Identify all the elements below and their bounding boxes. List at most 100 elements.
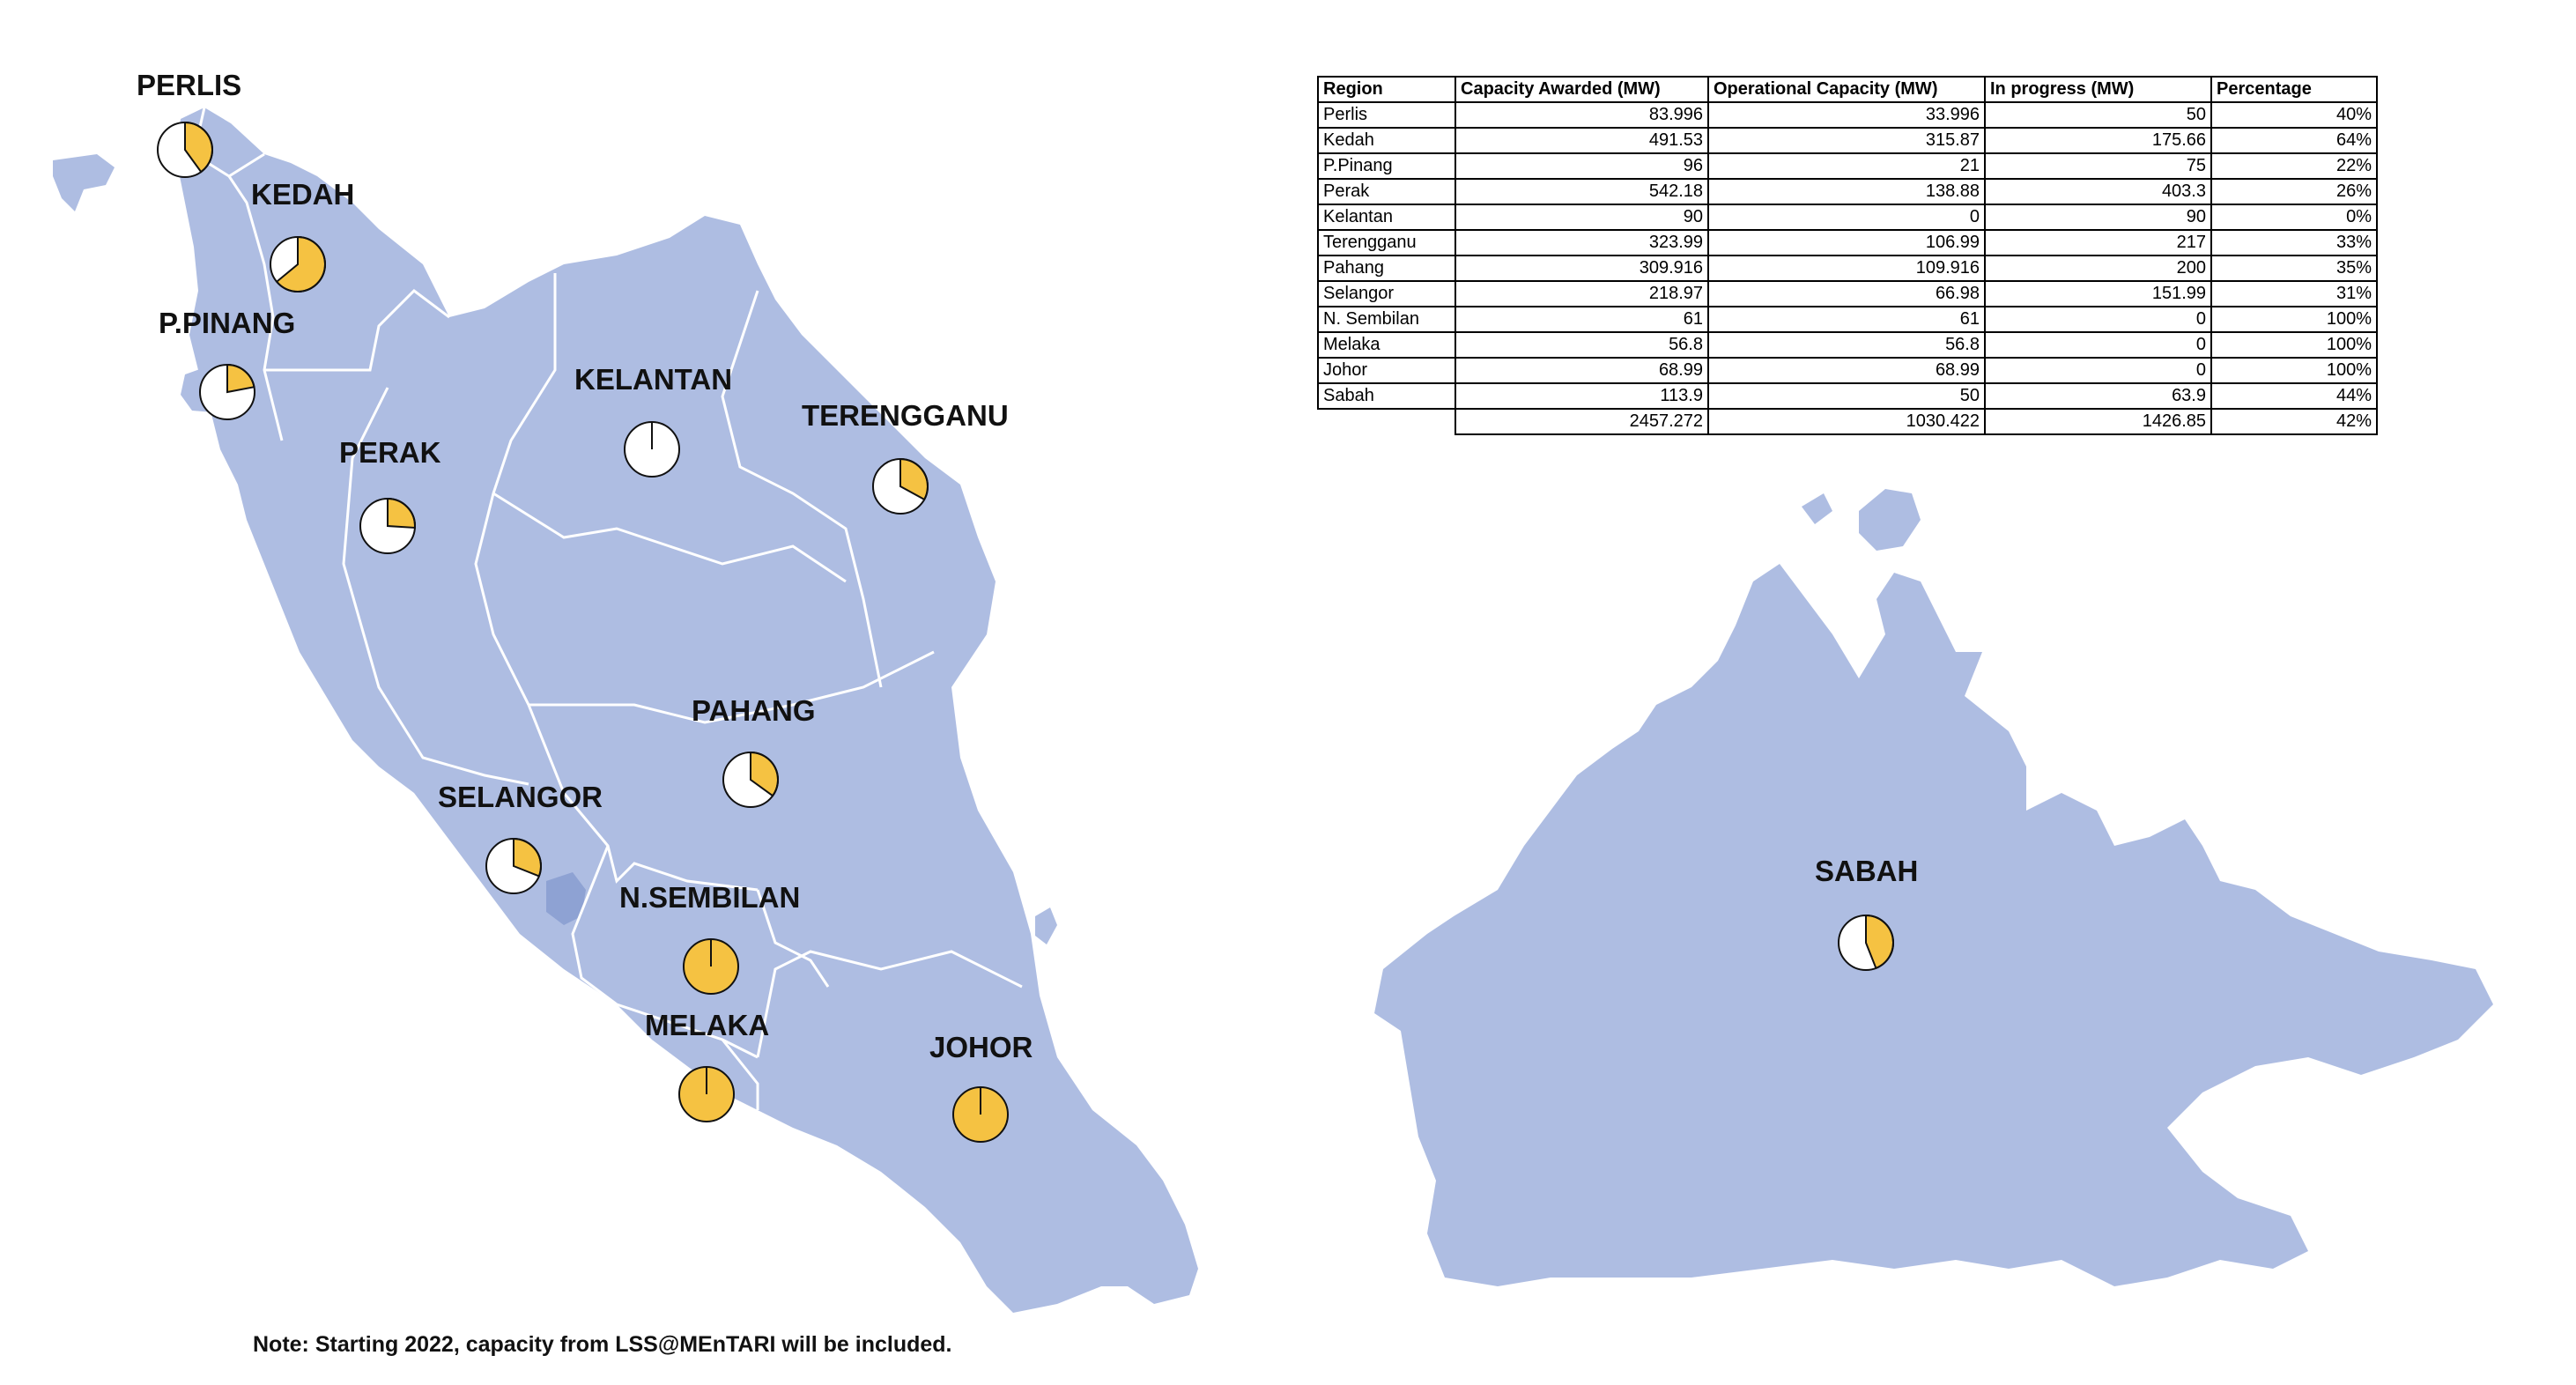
- table-cell: 35%: [2210, 255, 2378, 282]
- header-percentage: Percentage: [2210, 76, 2378, 103]
- region-pie: [678, 1066, 735, 1122]
- table-cell: 83.996: [1455, 101, 1709, 129]
- tioman-island: [1035, 907, 1057, 944]
- pie-outline: [359, 498, 416, 554]
- table-cell: 0: [1984, 331, 2212, 359]
- header-region: Region: [1317, 76, 1456, 103]
- table-cell: 56.8: [1455, 331, 1709, 359]
- region-label: PERLIS: [137, 69, 241, 101]
- pie-outline: [270, 236, 326, 293]
- table-cell: 96: [1455, 152, 1709, 180]
- table-cell: Perlis: [1317, 101, 1456, 129]
- table-cell: 309.916: [1455, 255, 1709, 282]
- table-cell: 0: [1707, 204, 1986, 231]
- region-label: SELANGOR: [438, 781, 603, 813]
- langkawi-island: [53, 154, 115, 211]
- capacity-table: Region Capacity Awarded (MW) Operational…: [1317, 76, 2378, 435]
- table-cell: Melaka: [1317, 331, 1456, 359]
- table-row: Kedah 491.53 315.87 175.66 64%: [1317, 127, 2378, 154]
- region-label: MELAKA: [645, 1009, 769, 1041]
- table-cell: Johor: [1317, 357, 1456, 384]
- pie-outline: [872, 458, 929, 515]
- region-label: SABAH: [1815, 855, 1918, 887]
- table-cell: 66.98: [1707, 280, 1986, 307]
- table-cell: 63.9: [1984, 382, 2212, 410]
- region-label: N.SEMBILAN: [619, 881, 800, 914]
- table-total-row: 2457.272 1030.422 1426.85 42%: [1318, 408, 2378, 435]
- table-total-cell: 2457.272: [1455, 408, 1709, 435]
- region-pie: [722, 751, 779, 808]
- table-row: Kelantan 90 0 90 0%: [1317, 204, 2378, 231]
- table-total-cell: 1426.85: [1984, 408, 2212, 435]
- table-cell: 175.66: [1984, 127, 2212, 154]
- region-pie: [157, 121, 213, 178]
- table-cell: 113.9: [1455, 382, 1709, 410]
- table-total-cell: 42%: [2210, 408, 2378, 435]
- table-cell: 200: [1984, 255, 2212, 282]
- header-in-progress: In progress (MW): [1984, 76, 2212, 103]
- sabah-land: [1374, 564, 2493, 1286]
- table-cell: 50: [1707, 382, 1986, 410]
- table-cell: 75: [1984, 152, 2212, 180]
- table-cell: 323.99: [1455, 229, 1709, 256]
- table-cell: 100%: [2210, 357, 2378, 384]
- table-cell: Kelantan: [1317, 204, 1456, 231]
- table-cell: 40%: [2210, 101, 2378, 129]
- region-pie: [359, 497, 416, 554]
- table-cell: 33%: [2210, 229, 2378, 256]
- table-row: Johor 68.99 68.99 0 100%: [1317, 357, 2378, 384]
- table-cell: 31%: [2210, 280, 2378, 307]
- table-header-row: Region Capacity Awarded (MW) Operational…: [1317, 76, 2378, 103]
- table-cell: 138.88: [1707, 178, 1986, 205]
- table-cell: Perak: [1317, 178, 1456, 205]
- table-cell: 0: [1984, 357, 2212, 384]
- region-pie: [952, 1086, 1009, 1143]
- table-row: P.Pinang 96 21 75 22%: [1317, 152, 2378, 180]
- table-cell: 100%: [2210, 331, 2378, 359]
- region-pie: [485, 837, 542, 894]
- table-cell: 56.8: [1707, 331, 1986, 359]
- pie-outline: [624, 421, 680, 478]
- header-capacity-awarded: Capacity Awarded (MW): [1455, 76, 1709, 103]
- table-cell: 61: [1707, 306, 1986, 333]
- table-cell: 90: [1984, 204, 2212, 231]
- table-row: Sabah 113.9 50 63.9 44%: [1317, 382, 2378, 410]
- table-cell: 100%: [2210, 306, 2378, 333]
- table-cell: Pahang: [1317, 255, 1456, 282]
- table-cell: Terengganu: [1317, 229, 1456, 256]
- table-row: Perak 542.18 138.88 403.3 26%: [1317, 178, 2378, 205]
- pie-outline: [952, 1086, 1009, 1143]
- table-cell: 64%: [2210, 127, 2378, 154]
- kuala-lumpur-area: [546, 872, 586, 925]
- pie-outline: [1838, 915, 1894, 971]
- pie-outline: [683, 938, 739, 995]
- region-pie: [624, 421, 680, 478]
- state-borders: [192, 107, 1023, 1110]
- region-pie: [1838, 914, 1894, 971]
- table-row: Pahang 309.916 109.916 200 35%: [1317, 255, 2378, 282]
- table-cell: N. Sembilan: [1317, 306, 1456, 333]
- table-cell: 44%: [2210, 382, 2378, 410]
- footnote: Note: Starting 2022, capacity from LSS@M…: [253, 1332, 952, 1357]
- table-cell: 50: [1984, 101, 2212, 129]
- region-label: TERENGGANU: [802, 399, 1009, 432]
- region-pie: [683, 938, 739, 995]
- region-label: KEDAH: [251, 178, 354, 211]
- table-cell: Kedah: [1317, 127, 1456, 154]
- region-label: JOHOR: [929, 1031, 1033, 1063]
- table-cell: Sabah: [1317, 382, 1456, 410]
- table-cell: 68.99: [1455, 357, 1709, 384]
- pie-outline: [199, 364, 255, 420]
- balambangan-island: [1802, 493, 1832, 524]
- table-cell: 0: [1984, 306, 2212, 333]
- region-pie: [872, 457, 929, 515]
- table-cell: 0%: [2210, 204, 2378, 231]
- table-row: N. Sembilan 61 61 0 100%: [1317, 306, 2378, 333]
- table-cell: 90: [1455, 204, 1709, 231]
- table-cell: 151.99: [1984, 280, 2212, 307]
- peninsular-malaysia-land: [176, 107, 1198, 1313]
- table-total-cell: 1030.422: [1707, 408, 1986, 435]
- region-label: PERAK: [339, 436, 441, 469]
- table-cell: 61: [1455, 306, 1709, 333]
